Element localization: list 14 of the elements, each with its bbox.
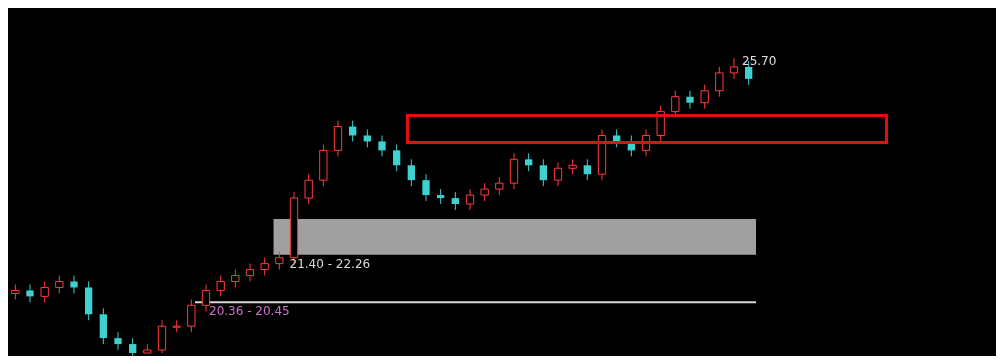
annotation: 21.40 - 22.26	[289, 256, 371, 271]
candlestick	[26, 283, 34, 303]
candlestick	[99, 307, 107, 345]
candlestick	[378, 134, 386, 157]
candlestick	[583, 158, 591, 181]
candlestick	[70, 275, 78, 294]
candlestick	[407, 158, 415, 187]
candlestick	[393, 143, 401, 172]
candlestick	[114, 331, 122, 351]
annotation: 25.70	[742, 54, 777, 69]
annotation: 20.36 - 20.45	[209, 304, 290, 319]
candlestick	[539, 158, 547, 187]
candlestick	[686, 90, 694, 110]
candlestick	[422, 173, 430, 202]
